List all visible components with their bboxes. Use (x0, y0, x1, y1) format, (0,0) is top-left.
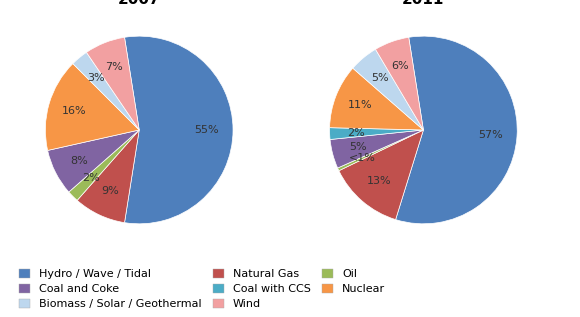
Text: 6%: 6% (392, 61, 409, 71)
Text: 5%: 5% (371, 73, 389, 83)
Text: 7%: 7% (106, 62, 123, 72)
Text: 11%: 11% (348, 100, 373, 110)
Wedge shape (45, 64, 139, 151)
Text: 8%: 8% (70, 156, 88, 166)
Text: 5%: 5% (349, 142, 367, 152)
Text: 57%: 57% (478, 130, 503, 140)
Wedge shape (353, 49, 423, 130)
Wedge shape (125, 36, 233, 224)
Text: <1%: <1% (349, 153, 375, 163)
Text: 9%: 9% (102, 186, 119, 196)
Wedge shape (329, 68, 423, 130)
Title: 2011: 2011 (402, 0, 445, 7)
Wedge shape (339, 130, 423, 220)
Text: 55%: 55% (194, 125, 219, 135)
Title: 2007: 2007 (118, 0, 161, 7)
Text: 13%: 13% (367, 176, 392, 186)
Legend: Hydro / Wave / Tidal, Coal and Coke, Biomass / Solar / Geothermal, Natural Gas, : Hydro / Wave / Tidal, Coal and Coke, Bio… (17, 267, 387, 311)
Wedge shape (396, 36, 517, 224)
Text: 2%: 2% (347, 127, 365, 138)
Text: 3%: 3% (88, 73, 105, 83)
Wedge shape (77, 130, 139, 223)
Wedge shape (73, 52, 139, 130)
Wedge shape (69, 130, 139, 200)
Wedge shape (330, 130, 423, 168)
Wedge shape (375, 37, 423, 130)
Wedge shape (329, 128, 423, 139)
Text: 2%: 2% (82, 173, 100, 183)
Wedge shape (48, 130, 139, 192)
Text: 16%: 16% (62, 106, 86, 116)
Wedge shape (86, 37, 139, 130)
Wedge shape (338, 130, 423, 171)
